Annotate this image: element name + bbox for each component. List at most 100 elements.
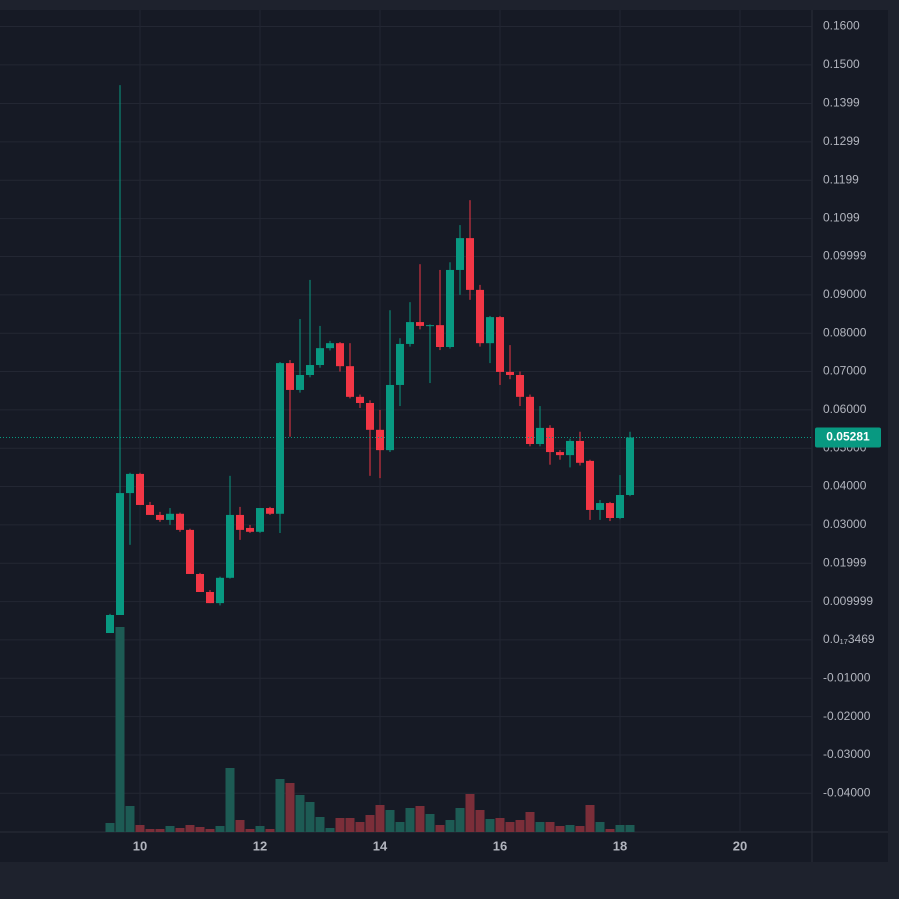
volume-bar [585, 805, 595, 832]
candle-body [555, 452, 564, 456]
volume-bar [435, 825, 445, 832]
volume-bar [175, 828, 185, 832]
candle-body [275, 363, 284, 514]
volume-bar [455, 808, 465, 832]
y-tick-label: -0.03000 [823, 747, 871, 761]
volume-bar [565, 825, 575, 832]
candle-body [506, 371, 515, 375]
candle-body [155, 514, 164, 520]
candle-body [485, 317, 494, 344]
volume-bar [465, 794, 475, 832]
y-tick-label: -0.02000 [823, 709, 871, 723]
candle-body [395, 343, 404, 385]
candle-body [296, 374, 305, 390]
candle-body [605, 503, 614, 518]
candle-body [435, 325, 444, 348]
y-tick-label: 0.1600 [823, 19, 860, 33]
volume-bar [495, 818, 505, 832]
candle-body [245, 527, 254, 532]
candle-body [185, 529, 194, 574]
volume-bar [525, 812, 535, 832]
candle-body [365, 402, 374, 430]
y-tick-label: 0.1399 [823, 96, 860, 110]
axis-labels: 0.1600 0.1500 0.1399 0.1299 0.1199 0.1099 0.09… [133, 19, 881, 853]
candle-body [116, 493, 125, 615]
candle-body [345, 366, 354, 397]
volume-bar [245, 829, 255, 832]
volume-bar [195, 827, 205, 832]
candle-body [165, 513, 174, 520]
y-tick-label: -0.04000 [823, 785, 871, 799]
volume-bar [165, 826, 175, 832]
volume-bar [615, 825, 625, 832]
candle-body [375, 429, 384, 451]
candle-body [195, 573, 204, 592]
last-price-badge [815, 427, 881, 448]
candle-body [105, 614, 114, 634]
candle-body [425, 325, 434, 327]
candle-body [575, 440, 584, 463]
volume-bar [265, 829, 275, 832]
volume-bar [285, 783, 295, 832]
candle-body [596, 503, 605, 510]
volume-bar [595, 822, 605, 832]
candle-body [416, 322, 425, 326]
volume-bar [145, 829, 155, 832]
candle-body [495, 317, 504, 372]
volume-bar [275, 779, 285, 832]
volume-bar [425, 814, 435, 832]
y-tick-label: -0.01000 [823, 670, 871, 684]
volume-bar [335, 818, 345, 832]
volume-bar [395, 822, 405, 832]
candle-body [545, 427, 554, 453]
candle-body [236, 514, 245, 530]
candle-body [176, 513, 185, 530]
y-tick-label: 0.04000 [823, 479, 867, 493]
candle-body [215, 577, 224, 604]
candle-body [285, 363, 294, 390]
volume-bar [535, 822, 545, 832]
volume-bar [135, 825, 145, 832]
volume-bar [115, 627, 125, 832]
y-tick-label: 0.0₁₇3469 [823, 632, 875, 646]
candle-body [566, 440, 575, 456]
volume-bar [385, 810, 395, 832]
volume-bar [405, 808, 415, 832]
y-tick-label: 0.06000 [823, 402, 867, 416]
x-tick-label: 20 [733, 838, 747, 853]
candle-body [305, 365, 314, 375]
y-tick-label: 0.1500 [823, 57, 860, 71]
volume-pane [105, 627, 635, 832]
volume-bar [205, 829, 215, 832]
volume-bar [355, 822, 365, 832]
y-tick-label: 0.01999 [823, 555, 867, 569]
volume-bar [515, 820, 525, 832]
candle-body [525, 396, 534, 445]
candle-body [225, 514, 234, 578]
candle-body [356, 396, 365, 403]
x-tick-label: 12 [253, 838, 267, 853]
volume-bar [555, 826, 565, 832]
y-tick-label: 0.09999 [823, 249, 867, 263]
candle-body [125, 473, 134, 494]
y-tick-label: 0.07000 [823, 364, 867, 378]
candle-body [266, 508, 275, 514]
volume-bar [445, 820, 455, 832]
volume-bar [235, 820, 245, 832]
y-tick-label: 0.009999 [823, 594, 873, 608]
volume-bar [345, 818, 355, 832]
candle-body [476, 289, 485, 344]
y-tick-label: 0.09000 [823, 287, 867, 301]
candles [0, 85, 812, 634]
candle-body [146, 504, 155, 515]
volume-bar [105, 823, 115, 832]
candle-body [465, 238, 474, 290]
x-tick-label: 14 [373, 838, 388, 853]
volume-bar [295, 795, 305, 832]
candle-body [206, 591, 215, 604]
volume-bar [325, 828, 335, 832]
candle-body [515, 374, 524, 397]
candle-body [585, 460, 594, 510]
y-tick-label: 0.08000 [823, 325, 867, 339]
candle-body [315, 348, 324, 366]
